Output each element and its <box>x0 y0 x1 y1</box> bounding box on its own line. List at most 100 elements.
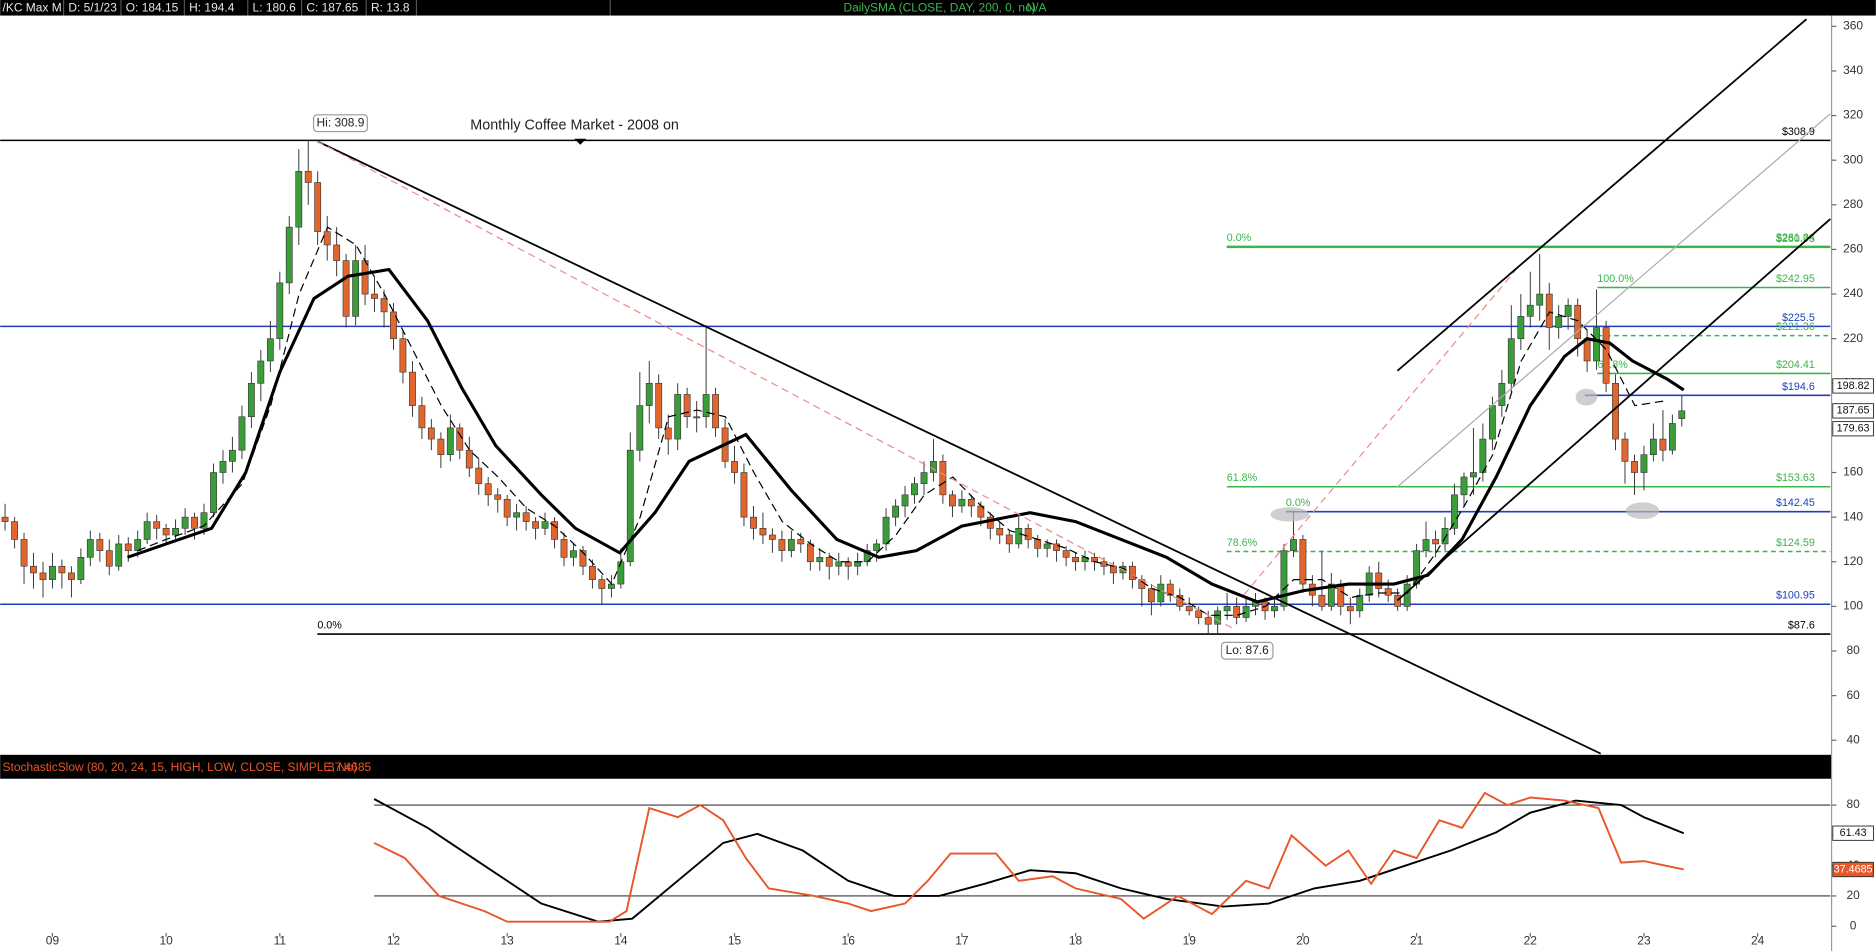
candle-body <box>1621 438 1629 462</box>
x-tick-label: 15 <box>728 934 742 948</box>
header-bar <box>0 0 1876 16</box>
price-level-label: $308.9 <box>1782 126 1815 138</box>
candle-body <box>1024 527 1032 540</box>
price-level-label: $194.6 <box>1782 381 1815 393</box>
x-tick-label: 19 <box>1183 934 1197 948</box>
candle-body <box>674 394 682 440</box>
low: L: 180.6 <box>253 1 297 15</box>
y-tick-label: 80 <box>1846 643 1860 657</box>
candle-body <box>1678 410 1686 419</box>
candle-body <box>1100 561 1108 567</box>
candle-body <box>1536 293 1544 306</box>
candle-body <box>390 311 397 339</box>
x-tick-label: 23 <box>1637 934 1651 948</box>
candle-body <box>409 371 416 406</box>
candle-body <box>797 539 805 545</box>
candle-body <box>1346 606 1354 612</box>
candle-body <box>68 572 75 580</box>
x-tick-label: 11 <box>274 934 287 948</box>
candle-body <box>541 521 549 529</box>
y-tick-label: 240 <box>1843 286 1863 300</box>
candle-body <box>1242 606 1250 618</box>
x-tick-label: 17 <box>955 934 969 948</box>
candle-body <box>996 527 1004 536</box>
candle-body <box>39 572 47 580</box>
candle-body <box>1394 594 1402 607</box>
candle-body <box>1043 543 1051 549</box>
candle-body <box>1185 606 1193 612</box>
fib-tag: 61.8% <box>1597 359 1628 371</box>
candle-body <box>636 405 644 451</box>
candle-body <box>579 550 587 567</box>
candle-body <box>285 226 293 284</box>
fib-tag: 100.0% <box>1597 273 1634 285</box>
y-tick-label: 220 <box>1843 331 1863 345</box>
candle-body <box>20 539 28 567</box>
candle-body <box>854 561 862 567</box>
y-tick-label: 100 <box>1843 599 1863 613</box>
candle-body <box>560 539 568 558</box>
price-level-label: $221.36 <box>1776 321 1815 333</box>
price-bubble-label: 179.63 <box>1837 423 1870 435</box>
x-tick-label: 16 <box>842 934 856 948</box>
close: C: 187.65 <box>306 1 358 15</box>
candle-body <box>1271 606 1278 612</box>
candle-body <box>1526 304 1534 317</box>
y-tick-label: 280 <box>1843 197 1863 211</box>
x-tick-label: 14 <box>614 934 628 948</box>
candle-body <box>1555 316 1563 328</box>
candle-body <box>702 394 710 418</box>
price-bubble <box>1832 378 1874 394</box>
candle-body <box>1659 438 1667 451</box>
candle-body <box>873 543 881 551</box>
price-level-label: $100.95 <box>1776 590 1815 602</box>
x-tick-label: 22 <box>1524 934 1538 948</box>
price-bubble-label: 37.4685 <box>1834 863 1873 875</box>
candle-body <box>257 360 265 384</box>
moving-average <box>137 226 1664 616</box>
candle-body <box>247 382 255 418</box>
price-bubble <box>1832 861 1874 878</box>
candle-body <box>683 394 691 418</box>
candle-body <box>446 427 454 455</box>
candle-body <box>1 516 9 522</box>
candle-body <box>1470 472 1477 478</box>
price-level-label: $260.95 <box>1776 233 1815 245</box>
candle-body <box>617 561 625 585</box>
price-level-label: $87.6 <box>1788 620 1815 632</box>
y-tick-label: 40 <box>1846 732 1860 746</box>
candle-body <box>105 550 113 567</box>
candle-body <box>1072 557 1079 563</box>
candle-body <box>778 539 786 551</box>
candle-body <box>1110 565 1117 574</box>
candle-body <box>314 182 322 232</box>
candle-body <box>1280 550 1288 607</box>
candle-body <box>645 382 653 406</box>
candle-body <box>1053 543 1060 551</box>
candle-body <box>759 527 767 536</box>
candle-body <box>1451 494 1458 529</box>
candle-body <box>115 543 123 567</box>
price-bubble-label: 198.82 <box>1837 380 1870 392</box>
candle-body <box>96 539 104 551</box>
candle-body <box>1545 293 1553 328</box>
candle-body <box>939 461 947 496</box>
candle-body <box>532 521 539 529</box>
candle-body <box>949 494 956 507</box>
candle-body <box>806 543 814 563</box>
lo-label: Lo: 87.6 <box>1226 643 1270 657</box>
price-bubble-label: 187.65 <box>1837 405 1870 417</box>
candle-body <box>787 539 795 551</box>
x-tick-label: 12 <box>387 934 401 948</box>
x-tick-label: 13 <box>501 934 515 948</box>
candle-body <box>1640 454 1648 473</box>
candle-body <box>342 260 350 317</box>
candle-body <box>1290 539 1297 551</box>
candle-body <box>882 516 890 545</box>
candle-body <box>1157 583 1165 603</box>
symbol: /KC Max M <box>3 1 62 15</box>
candle-body <box>304 171 312 183</box>
candle-body <box>30 565 37 574</box>
candle-body <box>626 449 634 563</box>
